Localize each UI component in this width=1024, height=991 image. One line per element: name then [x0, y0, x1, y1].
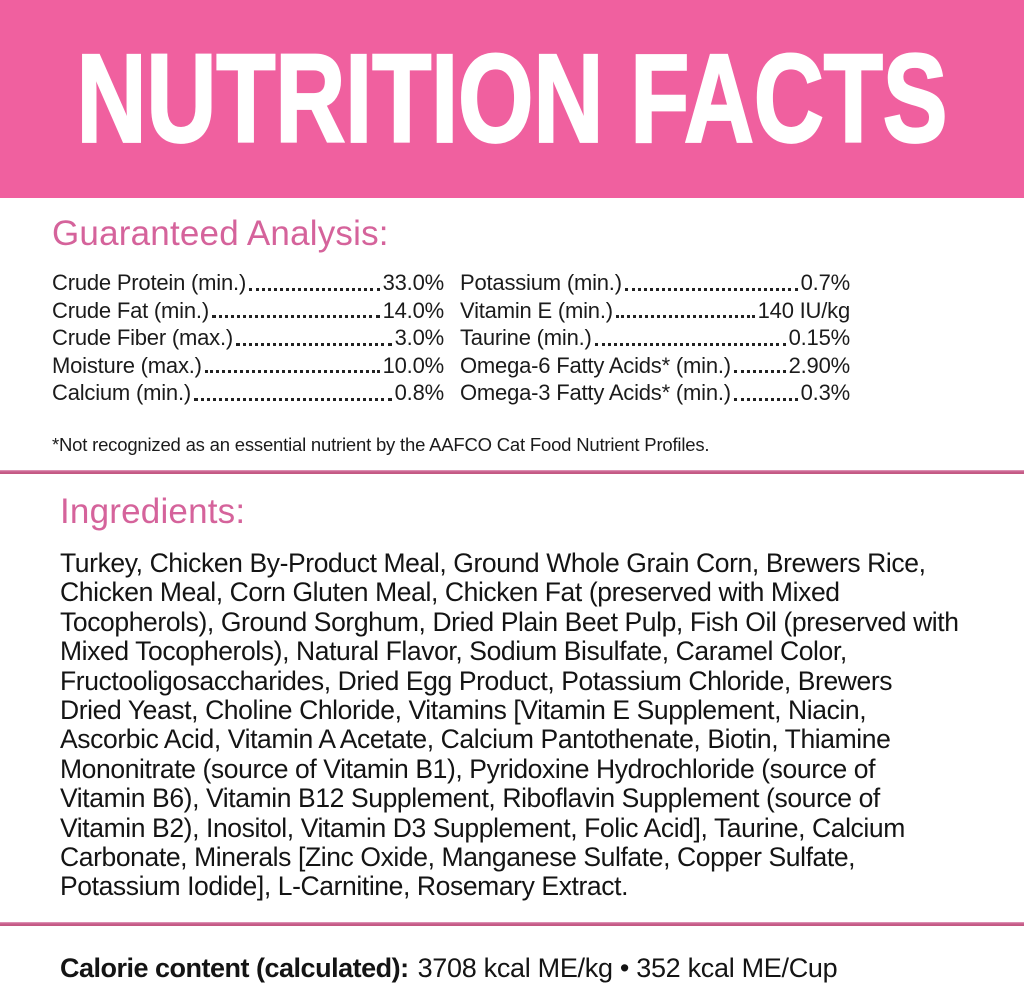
- ingredients-text: Turkey, Chicken By-Product Meal, Ground …: [60, 548, 959, 902]
- nutrient-row: Crude Fiber (max.) 3.0%: [52, 324, 444, 352]
- dot-leader: [194, 397, 392, 401]
- nutrient-value: 0.15%: [788, 325, 851, 351]
- dot-leader: [204, 370, 380, 374]
- nutrient-row: Calcium (min.) 0.8%: [52, 379, 444, 407]
- nutrient-label: Potassium (min.): [460, 270, 622, 295]
- dot-leader: [211, 315, 380, 319]
- nutrient-label: Calcium (min.): [52, 380, 191, 406]
- nutrient-value: 0.3%: [800, 380, 851, 406]
- nutrient-row: Taurine (min.) 0.15%: [460, 324, 850, 352]
- banner-title: NUTRITION FACTS: [76, 29, 949, 169]
- nutrient-row: Moisture (max.) 10.0%: [52, 352, 444, 380]
- nutrient-label: Crude Fat (min.): [52, 297, 209, 323]
- dot-leader: [236, 342, 392, 346]
- nutrient-row: Crude Fat (min.) 14.0%: [52, 297, 444, 325]
- nutrient-value: 14.0%: [382, 297, 445, 323]
- section-divider-top: [0, 470, 1024, 474]
- nutrient-value: 2.90%: [788, 352, 851, 378]
- nutrient-row: Vitamin E (min.) 140 IU/kg: [460, 297, 850, 325]
- section-divider-bottom: [0, 922, 1024, 926]
- calorie-content-line: Calorie content (calculated): 3708 kcal M…: [60, 953, 838, 984]
- nutrient-row: Omega-3 Fatty Acids* (min.) 0.3%: [460, 379, 850, 407]
- nutrient-label: Crude Protein (min.): [52, 270, 247, 295]
- guaranteed-analysis-section: Guaranteed Analysis: Crude Protein (min.…: [52, 214, 972, 456]
- nutrient-value: 0.8%: [394, 380, 445, 406]
- nutrient-label: Omega-3 Fatty Acids* (min.): [460, 380, 731, 406]
- nutrient-label: Taurine (min.): [460, 325, 592, 351]
- aafco-footnote: *Not recognized as an essential nutrient…: [52, 433, 710, 455]
- dot-leader: [733, 397, 798, 401]
- nutrient-row: Omega-6 Fatty Acids* (min.) 2.90%: [460, 352, 850, 380]
- nutrient-label: Moisture (max.): [52, 352, 202, 378]
- nutrient-label: Omega-6 Fatty Acids* (min.): [460, 352, 731, 378]
- calorie-content-label: Calorie content (calculated):: [60, 953, 409, 983]
- guaranteed-analysis-column-left: Crude Protein (min.) 33.0% Crude Fat (min.…: [52, 269, 444, 407]
- ingredients-heading: Ingredients:: [60, 492, 246, 531]
- guaranteed-analysis-table: Crude Protein (min.) 33.0% Crude Fat (min.…: [52, 269, 972, 407]
- nutrient-value: 33.0%: [382, 270, 445, 295]
- nutrient-value: 10.0%: [382, 352, 445, 378]
- calorie-content-value: 3708 kcal ME/kg • 352 kcal ME/Cup: [417, 953, 838, 983]
- dot-leader: [733, 370, 786, 374]
- nutrient-label: Vitamin E (min.): [460, 297, 613, 323]
- nutrient-value: 0.7%: [800, 270, 851, 295]
- guaranteed-analysis-column-right: Potassium (min.) 0.7% Vitamin E (min.) 140 …: [460, 269, 850, 407]
- nutrient-row: Potassium (min.) 0.7%: [460, 269, 850, 297]
- guaranteed-analysis-heading: Guaranteed Analysis:: [52, 214, 389, 253]
- dot-leader: [615, 315, 755, 319]
- nutrient-value: 140 IU/kg: [757, 297, 851, 323]
- dot-leader: [624, 287, 798, 291]
- nutrition-facts-banner: NUTRITION FACTS: [0, 0, 1024, 198]
- nutrient-label: Crude Fiber (max.): [52, 325, 233, 351]
- dot-leader: [594, 342, 786, 346]
- dot-leader: [249, 287, 380, 291]
- nutrient-row: Crude Protein (min.) 33.0%: [52, 269, 444, 297]
- ingredients-section: Ingredients: Turkey, Chicken By-Product …: [60, 492, 960, 902]
- nutrient-value: 3.0%: [394, 325, 445, 351]
